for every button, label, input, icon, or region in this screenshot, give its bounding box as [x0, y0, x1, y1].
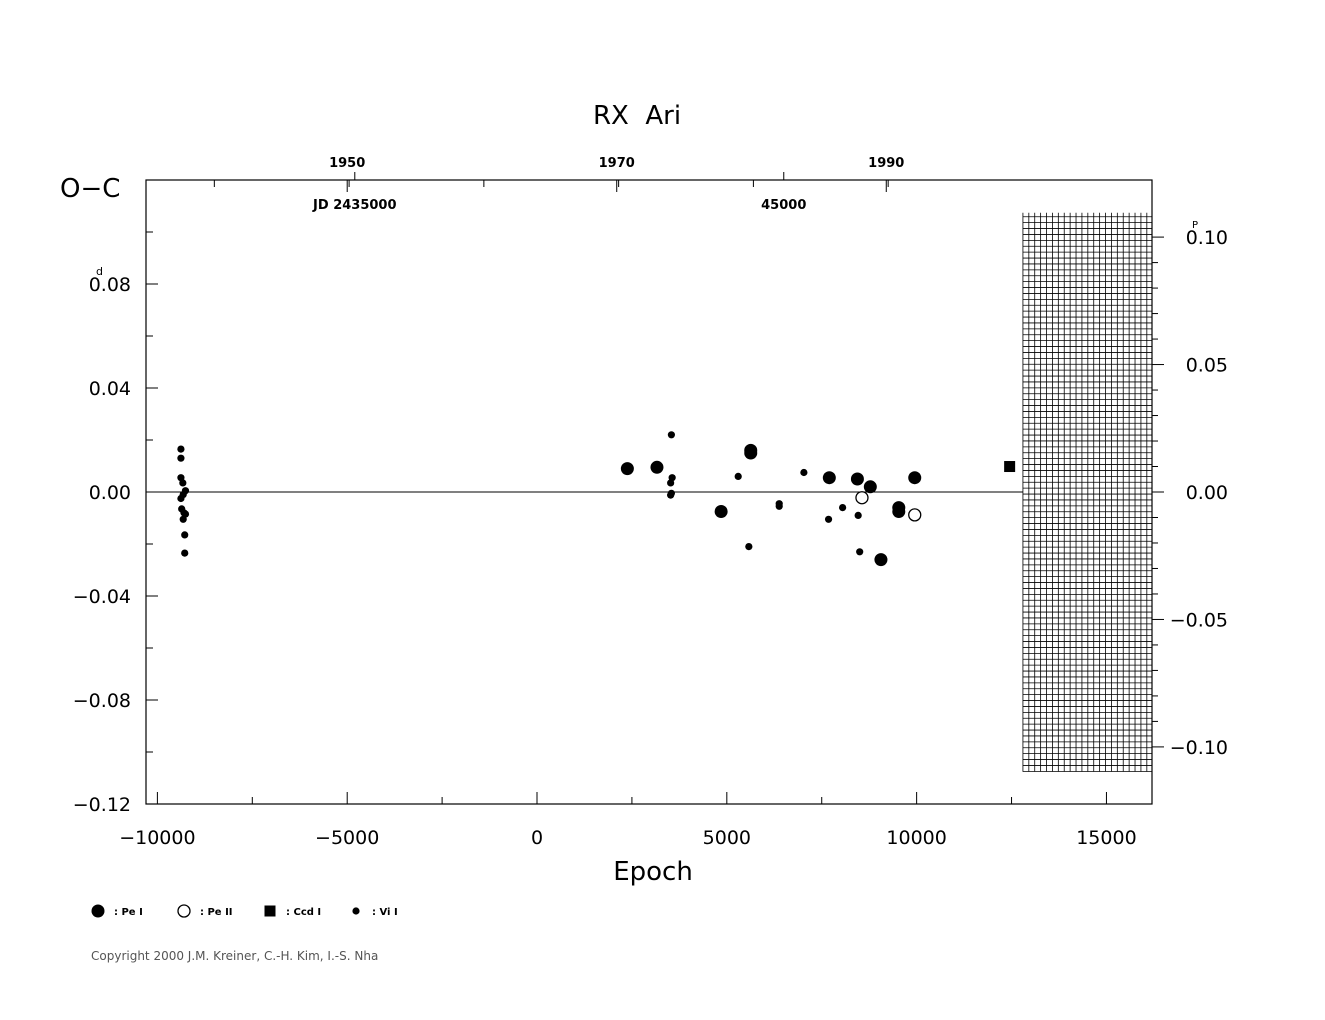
legend-marker [352, 907, 360, 915]
data-point-filled-circle-large [908, 471, 922, 485]
legend-marker [91, 904, 105, 918]
data-point-filled-circle-large [874, 553, 888, 567]
data-point-filled-circle-small [181, 531, 189, 539]
x-tick-label: 5000 [703, 827, 751, 849]
data-point-filled-circle-large [620, 462, 634, 476]
data-point-filled-circle-small [177, 454, 185, 462]
year-tick-label: 1990 [868, 156, 904, 171]
legend-marker [177, 904, 191, 918]
phase-tick-label: −0.10 [1170, 737, 1228, 759]
data-points [177, 431, 1016, 567]
y-unit-superscript: d [96, 265, 103, 278]
data-point-filled-circle-large [714, 505, 728, 518]
year-tick-label: 1970 [599, 156, 635, 171]
data-point-filled-circle-large [850, 472, 864, 486]
data-point-filled-square [1004, 461, 1016, 473]
y-tick-label: 0.00 [89, 482, 131, 504]
axes: −10000 −5000 0 5000 10000 15000 −0.12 −0.08 −0.0… [73, 156, 1228, 849]
phase-tick-label: −0.05 [1170, 609, 1228, 631]
data-point-filled-circle-small [856, 548, 864, 556]
chart-title: RX Ari [593, 101, 681, 131]
legend-marker [264, 905, 276, 917]
data-point-filled-circle-small [179, 515, 187, 523]
legend-label: : Vi I [372, 907, 398, 918]
copyright-notice: Copyright 2000 J.M. Kreiner, C.-H. Kim, … [91, 949, 379, 963]
data-point-filled-circle-small [181, 549, 189, 557]
data-point-filled-circle-large [863, 480, 877, 494]
legend-label: : Ccd I [286, 907, 321, 918]
data-point-filled-circle-small [775, 502, 783, 510]
phase-tick-label: 0.00 [1186, 482, 1228, 504]
x-tick-label: −5000 [315, 827, 379, 849]
y-tick-label: −0.08 [73, 690, 131, 712]
legend-label: : Pe II [200, 907, 233, 918]
data-point-filled-circle-small [667, 491, 675, 499]
y-tick-label: 0.08 [89, 274, 131, 296]
x-axis-title: Epoch [613, 857, 693, 887]
legend-label: : Pe I [114, 907, 143, 918]
data-point-filled-circle-large [744, 446, 758, 460]
data-point-filled-circle-small [839, 504, 847, 512]
legend: : Pe I : Pe II : Ccd I : Vi I [91, 904, 398, 918]
data-point-filled-circle-small [179, 479, 187, 487]
y-tick-label: −0.12 [73, 794, 131, 816]
y-axis-title: O−C [60, 174, 120, 204]
year-tick-label: 1950 [329, 156, 365, 171]
data-point-filled-circle-small [745, 543, 753, 551]
x-tick-label: 10000 [886, 827, 946, 849]
phase-tick-label: 0.05 [1186, 355, 1228, 377]
data-point-filled-circle-large [892, 505, 906, 518]
data-point-open-circle [908, 508, 922, 522]
jd-tick-label: JD 2435000 [312, 198, 396, 213]
x-tick-label: 0 [531, 827, 543, 849]
y-tick-label: 0.04 [89, 378, 131, 400]
data-point-filled-circle-large [650, 460, 664, 474]
data-point-filled-circle-large [822, 471, 836, 485]
data-point-filled-circle-small [177, 494, 185, 503]
data-point-filled-circle-small [177, 445, 185, 453]
jd-tick-label: 45000 [761, 198, 806, 213]
data-point-filled-circle-small [734, 472, 742, 480]
x-tick-label: −10000 [119, 827, 195, 849]
hatched-region [1022, 212, 1152, 772]
x-tick-label: 15000 [1076, 827, 1136, 849]
data-point-filled-circle-small [824, 515, 833, 523]
data-point-open-circle [855, 491, 869, 505]
data-point-filled-circle-small [854, 511, 862, 519]
data-point-filled-circle-small [667, 479, 675, 487]
data-point-filled-circle-small [800, 468, 808, 477]
data-point-filled-circle-small [667, 431, 675, 439]
phase-unit-superscript: P [1192, 220, 1198, 231]
phase-tick-label: 0.10 [1186, 227, 1228, 249]
y-tick-label: −0.04 [73, 586, 131, 608]
